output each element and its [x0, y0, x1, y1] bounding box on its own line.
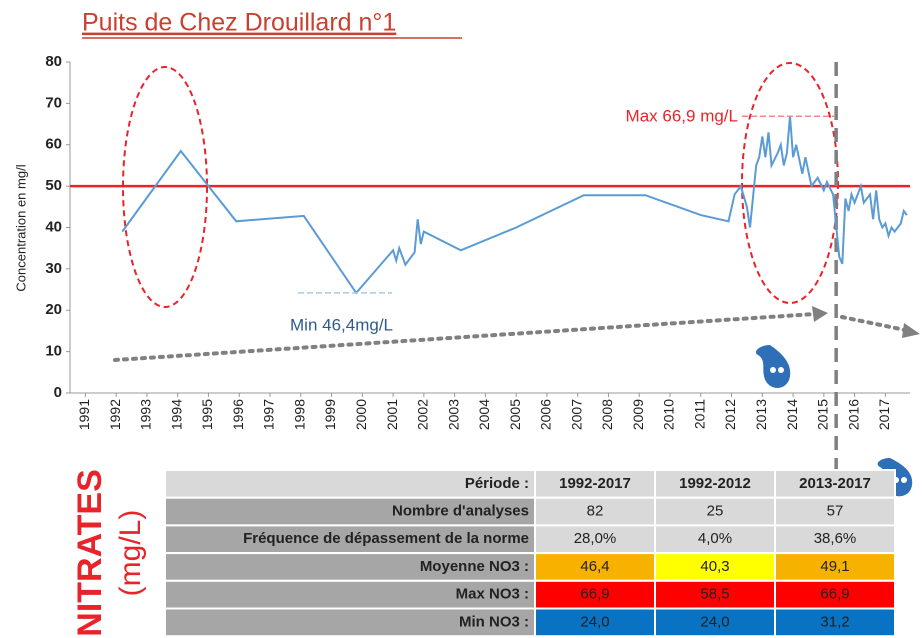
x-tick-label: 2003	[445, 399, 461, 430]
table-cell	[534, 579, 656, 610]
row-label: Nombre d'analyses	[392, 503, 529, 520]
row-label: Max NO3 :	[456, 586, 529, 603]
arrow-head	[812, 306, 828, 322]
cell-value: 24,0	[580, 613, 609, 630]
cell-value: 66,9	[820, 586, 849, 603]
cell-value: 82	[587, 503, 604, 520]
cell-value: 66,9	[580, 586, 609, 603]
y-tick-label: 20	[45, 301, 62, 318]
y-tick-label: 50	[45, 177, 62, 194]
side-title: NITRATES	[71, 469, 109, 636]
x-tick-label: 1995	[199, 399, 215, 430]
x-tick-label: 1991	[76, 399, 92, 430]
y-tick-label: 60	[45, 136, 62, 153]
cell-value: 25	[707, 503, 724, 520]
header-text: Période :	[465, 475, 529, 492]
y-tick-label: 40	[45, 218, 62, 235]
y-tick-label: 10	[45, 343, 62, 360]
table-cell	[774, 524, 896, 555]
x-tick-label: 2011	[691, 399, 707, 429]
chart-title: Puits de Chez Drouillard n°1	[82, 9, 396, 37]
x-tick-label: 2010	[661, 399, 677, 430]
cell-value: 46,4	[580, 558, 609, 575]
y-axis-label: Concentration en mg/l	[13, 164, 28, 291]
x-tick-label: 2002	[415, 399, 431, 430]
side-unit: (mg/L)	[114, 510, 147, 597]
y-tick-label: 0	[54, 384, 62, 401]
header-text: 1992-2012	[679, 475, 751, 492]
x-tick-label: 2004	[476, 399, 492, 430]
cell-value: 38,6%	[814, 530, 857, 547]
x-tick-label: 2007	[568, 399, 584, 430]
x-tick-label: 1996	[230, 399, 246, 430]
x-tick-label: 2006	[538, 399, 554, 430]
cell-value: 58,5	[700, 586, 729, 603]
x-tick-label: 2009	[630, 399, 646, 430]
x-tick-label: 2017	[876, 399, 892, 430]
table-cell	[654, 524, 776, 555]
y-tick-label: 70	[45, 94, 62, 111]
x-tick-label: 1993	[138, 399, 154, 430]
x-tick-label: 1994	[168, 399, 184, 430]
x-tick-label: 2008	[599, 399, 615, 430]
header-cell	[164, 469, 536, 499]
x-tick-label: 1999	[322, 399, 338, 430]
trend-arrow	[113, 312, 817, 362]
x-tick-label: 2014	[784, 399, 800, 430]
row-label: Min NO3 :	[459, 613, 529, 630]
cell-value: 4,0%	[698, 530, 732, 547]
row-label: Moyenne NO3 :	[420, 558, 529, 575]
data-line	[121, 116, 908, 295]
cell-value: 28,0%	[574, 530, 617, 547]
cell-value: 31,2	[820, 613, 849, 630]
x-tick-label: 1997	[261, 399, 277, 430]
table-cell	[534, 496, 656, 527]
cell-value: 49,1	[820, 558, 849, 575]
min-annotation: Min 46,4mg/L	[290, 315, 393, 334]
row-label: Fréquence de dépassement de la norme	[243, 530, 529, 547]
trend-arrow	[840, 315, 907, 332]
x-tick-label: 2013	[753, 399, 769, 430]
cell-value: 40,3	[700, 558, 729, 575]
table-cell	[774, 552, 896, 582]
arrow-head	[902, 323, 920, 338]
y-tick-label: 80	[45, 53, 62, 70]
y-tick-label: 30	[45, 260, 62, 277]
x-tick-label: 2012	[722, 399, 738, 430]
x-tick-label: 2005	[507, 399, 523, 430]
summary-table: Période : 1992-2017 1992-2012 2013-2017 Nomb…	[164, 469, 896, 638]
max-annotation: Max 66,9 mg/L	[626, 106, 738, 125]
header-text: 2013-2017	[799, 475, 871, 492]
table-cell	[164, 496, 536, 527]
x-tick-label: 1998	[291, 399, 307, 430]
x-tick-label: 2015	[815, 399, 831, 430]
x-tick-label: 2000	[353, 399, 369, 430]
table-cell	[654, 607, 776, 638]
cell-value: 57	[827, 503, 844, 520]
table-cell	[164, 524, 536, 555]
x-tick-label: 2001	[384, 399, 400, 430]
header-text: 1992-2017	[559, 475, 631, 492]
water-drop-icon	[755, 345, 791, 388]
x-tick-label: 2016	[845, 399, 861, 430]
header-cell	[654, 469, 776, 499]
table-cell	[774, 496, 896, 527]
table-cell	[774, 607, 896, 638]
table-cell	[774, 579, 896, 610]
highlight-ellipse	[741, 62, 839, 304]
cell-value: 24,0	[700, 613, 729, 630]
x-tick-label: 1992	[107, 399, 123, 430]
